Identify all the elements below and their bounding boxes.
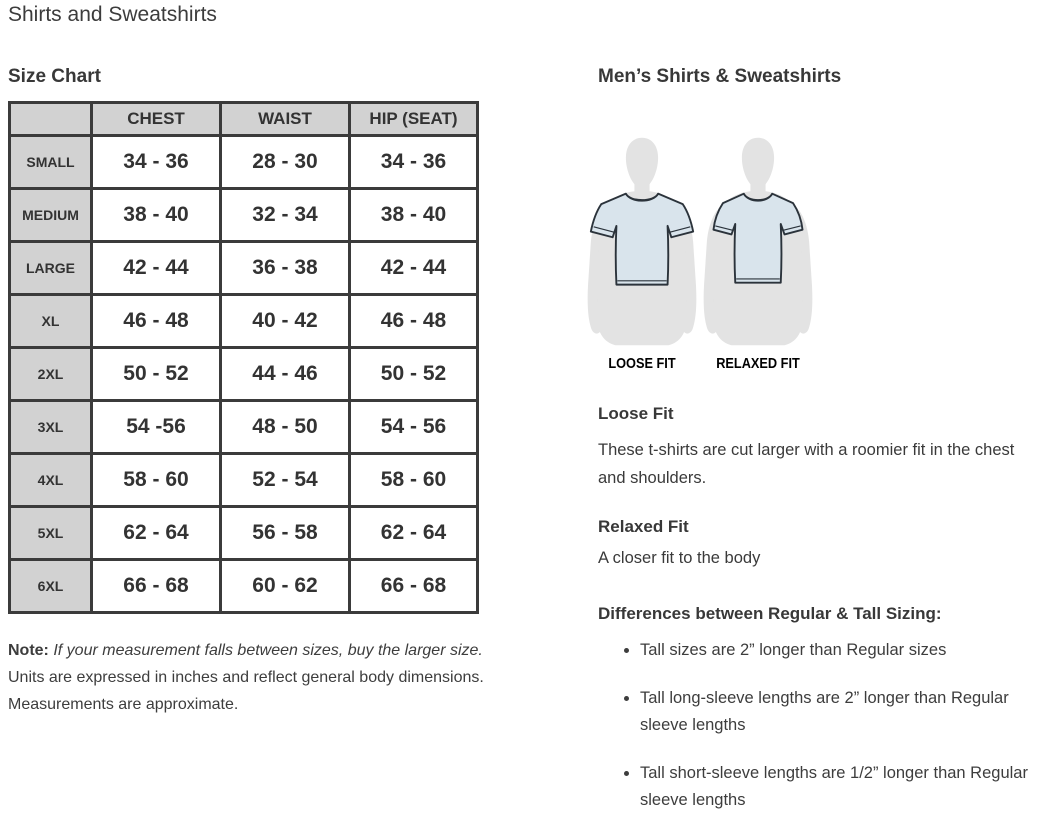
cell-waist: 36 - 38 bbox=[219, 240, 351, 296]
row-label: 3XL bbox=[8, 399, 93, 455]
cell-chest: 34 - 36 bbox=[90, 134, 222, 190]
column-header-waist: WAIST bbox=[219, 101, 351, 137]
mens-section-heading: Men’s Shirts & Sweatshirts bbox=[598, 66, 842, 87]
cell-waist: 52 - 54 bbox=[219, 452, 351, 508]
row-label: 5XL bbox=[8, 505, 93, 561]
cell-chest: 66 - 68 bbox=[90, 558, 222, 614]
cell-hip: 46 - 48 bbox=[348, 293, 479, 349]
note-line3: Measurements are approximate. bbox=[8, 696, 239, 713]
cell-waist: 48 - 50 bbox=[219, 399, 351, 455]
table-row: 2XL 50 - 52 44 - 46 50 - 52 bbox=[8, 346, 479, 402]
cell-waist: 60 - 62 bbox=[219, 558, 351, 614]
list-item: Tall sizes are 2” longer than Regular si… bbox=[640, 637, 1032, 664]
cell-chest: 46 - 48 bbox=[90, 293, 222, 349]
cell-waist: 44 - 46 bbox=[219, 346, 351, 402]
table-row: XL 46 - 48 40 - 42 46 - 48 bbox=[8, 293, 479, 349]
table-row: 4XL 58 - 60 52 - 54 58 - 60 bbox=[8, 452, 479, 508]
column-header-chest: CHEST bbox=[90, 101, 222, 137]
row-label: 2XL bbox=[8, 346, 93, 402]
size-chart-note: Note: If your measurement falls between … bbox=[8, 637, 508, 718]
cell-hip: 66 - 68 bbox=[348, 558, 479, 614]
column-header-hip: HIP (SEAT) bbox=[348, 101, 479, 137]
cell-waist: 28 - 30 bbox=[219, 134, 351, 190]
row-label: SMALL bbox=[8, 134, 93, 190]
differences-list: Tall sizes are 2” longer than Regular si… bbox=[598, 637, 1032, 835]
cell-hip: 42 - 44 bbox=[348, 240, 479, 296]
table-row: MEDIUM 38 - 40 32 - 34 38 - 40 bbox=[8, 187, 479, 243]
differences-heading: Differences between Regular & Tall Sizin… bbox=[598, 604, 942, 623]
cell-chest: 42 - 44 bbox=[90, 240, 222, 296]
list-item: Tall short-sleeve lengths are 1/2” longe… bbox=[640, 760, 1032, 814]
relaxed-fit-heading: Relaxed Fit bbox=[598, 517, 689, 536]
loose-fit-figure: LOOSE FIT bbox=[584, 134, 700, 372]
cell-chest: 38 - 40 bbox=[90, 187, 222, 243]
loose-fit-label: LOOSE FIT bbox=[608, 355, 676, 372]
cell-hip: 50 - 52 bbox=[348, 346, 479, 402]
note-line2: Units are expressed in inches and reflec… bbox=[8, 669, 484, 686]
row-label: XL bbox=[8, 293, 93, 349]
tshirt-relaxed-icon bbox=[703, 137, 813, 346]
cell-chest: 54 -56 bbox=[90, 399, 222, 455]
cell-waist: 32 - 34 bbox=[219, 187, 351, 243]
row-label: 6XL bbox=[8, 558, 93, 614]
table-header-row: CHEST WAIST HIP (SEAT) bbox=[8, 101, 479, 137]
note-italic-text: If your measurement falls between sizes,… bbox=[53, 642, 483, 659]
loose-fit-heading: Loose Fit bbox=[598, 404, 674, 423]
size-chart-table: CHEST WAIST HIP (SEAT) SMALL 34 - 36 28 … bbox=[8, 101, 479, 614]
column-header-blank bbox=[8, 101, 93, 137]
loose-fit-description: These t-shirts are cut larger with a roo… bbox=[598, 441, 1015, 487]
table-row: 6XL 66 - 68 60 - 62 66 - 68 bbox=[8, 558, 479, 614]
row-label: LARGE bbox=[8, 240, 93, 296]
relaxed-fit-description: A closer fit to the body bbox=[598, 549, 761, 567]
cell-hip: 54 - 56 bbox=[348, 399, 479, 455]
cell-waist: 56 - 58 bbox=[219, 505, 351, 561]
page-title: Shirts and Sweatshirts bbox=[8, 3, 217, 26]
cell-hip: 58 - 60 bbox=[348, 452, 479, 508]
list-item: Tall long-sleeve lengths are 2” longer t… bbox=[640, 685, 1032, 739]
fit-diagram: LOOSE FIT RELAXED FIT bbox=[584, 134, 816, 372]
cell-hip: 62 - 64 bbox=[348, 505, 479, 561]
table-row: 3XL 54 -56 48 - 50 54 - 56 bbox=[8, 399, 479, 455]
cell-hip: 34 - 36 bbox=[348, 134, 479, 190]
row-label: 4XL bbox=[8, 452, 93, 508]
relaxed-fit-label: RELAXED FIT bbox=[716, 355, 800, 372]
cell-chest: 62 - 64 bbox=[90, 505, 222, 561]
relaxed-fit-figure: RELAXED FIT bbox=[700, 134, 816, 372]
cell-waist: 40 - 42 bbox=[219, 293, 351, 349]
table-row: SMALL 34 - 36 28 - 30 34 - 36 bbox=[8, 134, 479, 190]
table-row: LARGE 42 - 44 36 - 38 42 - 44 bbox=[8, 240, 479, 296]
note-label: Note: bbox=[8, 642, 49, 659]
cell-chest: 50 - 52 bbox=[90, 346, 222, 402]
row-label: MEDIUM bbox=[8, 187, 93, 243]
size-chart-heading: Size Chart bbox=[8, 66, 101, 87]
tshirt-loose-icon bbox=[587, 137, 697, 346]
cell-chest: 58 - 60 bbox=[90, 452, 222, 508]
cell-hip: 38 - 40 bbox=[348, 187, 479, 243]
table-row: 5XL 62 - 64 56 - 58 62 - 64 bbox=[8, 505, 479, 561]
